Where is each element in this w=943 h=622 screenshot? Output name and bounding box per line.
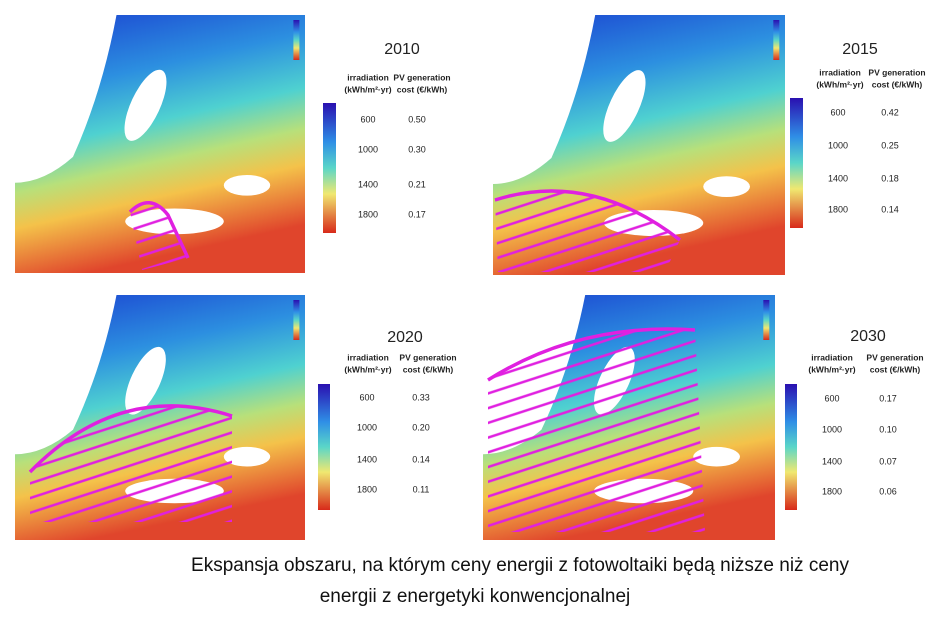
table-cell: 1800 [358, 209, 378, 219]
ocean [15, 15, 117, 183]
map-legend [293, 20, 300, 60]
sea [223, 174, 271, 196]
color-bar [785, 384, 797, 510]
column-header: cost (€/kWh) [870, 364, 921, 374]
map-legend [293, 300, 300, 340]
table-cell: 0.18 [881, 173, 899, 183]
hatch-area [30, 405, 232, 522]
sea [603, 70, 646, 142]
table-cell: 600 [824, 393, 839, 403]
hatch-outline [128, 201, 190, 259]
table-cell: 0.33 [412, 392, 430, 402]
table-cell: 1800 [828, 204, 848, 214]
table-cell: 0.42 [881, 107, 899, 117]
sea [703, 176, 750, 198]
column-header: (kWh/m²·yr) [808, 364, 855, 374]
hatch-outline [487, 327, 696, 382]
column-header: PV generation [868, 67, 925, 77]
table-cell: 0.10 [879, 424, 897, 434]
table-cell: 1000 [822, 424, 842, 434]
table-cell: 1400 [828, 173, 848, 183]
panel-year: 2015 [842, 41, 878, 58]
map-legend [773, 20, 780, 60]
column-header: PV generation [866, 352, 923, 362]
table-cell: 0.20 [412, 422, 430, 432]
table-cell: 0.14 [881, 204, 899, 214]
table-cell: 0.17 [408, 209, 426, 219]
column-header: (kWh/m²·yr) [344, 364, 391, 374]
column-header: irradiation [347, 72, 389, 82]
column-header: cost (€/kWh) [403, 364, 454, 374]
table-cell: 0.14 [412, 454, 430, 464]
map-legend [763, 300, 770, 340]
ocean [15, 295, 117, 455]
table-cell: 1000 [358, 144, 378, 154]
table-cell: 600 [359, 392, 374, 402]
table-cell: 1000 [357, 422, 377, 432]
table-cell: 0.30 [408, 144, 426, 154]
ocean [493, 15, 596, 184]
table-cell: 0.50 [408, 114, 426, 124]
sea [693, 446, 740, 467]
panel-year: 2030 [850, 328, 886, 345]
table-cell: 1000 [828, 140, 848, 150]
column-header: PV generation [393, 72, 450, 82]
color-bar [790, 98, 803, 228]
hatch-outline [494, 189, 682, 242]
table-cell: 0.25 [881, 140, 899, 150]
panel-year: 2010 [384, 41, 420, 58]
table-cell: 600 [360, 114, 375, 124]
table-cell: 0.06 [879, 486, 897, 496]
table-cell: 0.17 [879, 393, 897, 403]
hatch-area [130, 202, 188, 270]
color-bar [323, 103, 336, 233]
table-cell: 600 [830, 107, 845, 117]
sea [223, 446, 271, 467]
table-cell: 1800 [822, 486, 842, 496]
hatch-outline [28, 404, 233, 474]
table-cell: 0.07 [879, 456, 897, 466]
sea [124, 69, 167, 141]
column-header: irradiation [819, 67, 861, 77]
table-cell: 1800 [357, 484, 377, 494]
hatch-area [488, 329, 705, 532]
table-cell: 0.11 [413, 484, 430, 494]
column-header: (kWh/m²·yr) [816, 79, 863, 89]
column-header: irradiation [811, 352, 853, 362]
caption-line: energii z energetyki konwencjonalnej [320, 586, 631, 607]
table-cell: 1400 [822, 456, 842, 466]
column-header: irradiation [347, 352, 389, 362]
column-header: cost (€/kWh) [872, 79, 923, 89]
panel-year: 2020 [387, 329, 423, 346]
table-cell: 0.21 [408, 179, 426, 189]
column-header: cost (€/kWh) [397, 84, 448, 94]
table-cell: 1400 [358, 179, 378, 189]
sea [125, 346, 166, 415]
column-header: (kWh/m²·yr) [344, 84, 391, 94]
color-bar [318, 384, 330, 510]
table-cell: 1400 [357, 454, 377, 464]
column-header: PV generation [399, 352, 456, 362]
caption-line: Ekspansja obszaru, na którym ceny energi… [191, 555, 849, 576]
